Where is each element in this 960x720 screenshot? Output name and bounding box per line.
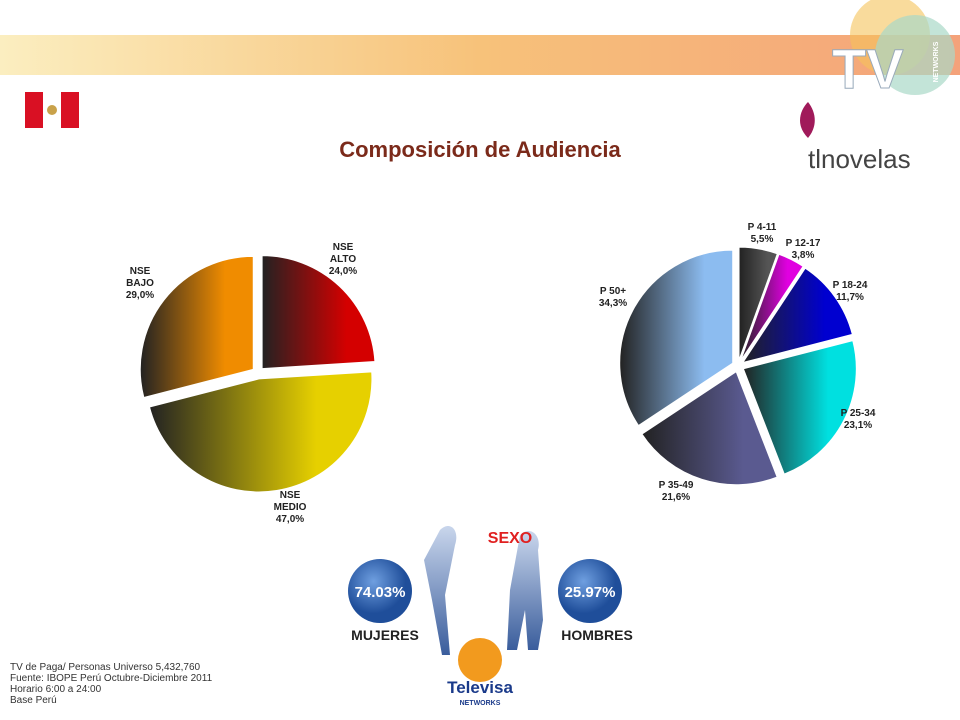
man-silhouette [507,530,543,650]
mujeres-label: MUJERES [351,627,419,643]
pie-slice [261,255,376,370]
pie-slice [742,340,857,475]
slice-category: P 4-11 [747,222,777,233]
channel-logo-text: tlnovelas [808,144,911,174]
slice-value: 5,5% [750,234,774,245]
flag [61,92,79,128]
pie-slice [619,249,734,427]
slice-category: P 18-24 [832,280,868,291]
channel-logo [800,102,815,138]
pie-slice [641,370,778,486]
pie-slice [741,267,853,364]
pie-slice [139,255,254,399]
slice-value: 11,7% [836,292,864,303]
tv-logo-sub: NETWORKS [933,41,940,82]
mujeres-bubble [348,559,412,623]
slice-category: P 35-49 [658,480,694,491]
flag-emblem [47,105,57,115]
footer-line: TV de Paga/ Personas Universo 5,432,760 [10,662,201,673]
banner [0,35,960,75]
sexo-title: SEXO [488,530,532,547]
slice-category: P 50+ [599,286,627,297]
footer-line: Horario 6:00 a 24:00 [10,684,102,695]
slice-category: P 25-34 [840,408,876,419]
televisa-text: Televisa [447,678,513,697]
tv-logo: TV [832,37,904,100]
pie-slice [148,371,373,493]
slide-title: Composición de Audiencia [339,137,621,162]
footer-line: Fuente: IBOPE Perú Octubre-Diciembre 201… [10,673,213,684]
slice-value: 21,6% [661,492,691,503]
slice-value: 3,8% [791,250,815,261]
slice-value: 29,0% [125,290,155,301]
televisa-sub: NETWORKS [460,700,501,707]
logo-circle [875,15,955,95]
slice-category: NSE MEDIO [273,490,307,513]
slice-category: P 12-17 [785,238,821,249]
pie-slice [740,253,804,361]
slice-value: 24,0% [328,266,358,277]
footer-line: Base Perú [10,695,57,706]
slice-value: 47,0% [275,514,305,525]
slice-value: 23,1% [843,420,873,431]
woman-silhouette [424,525,457,655]
slice-value: 34,3% [598,298,628,309]
slice-category: NSE BAJO [126,266,154,289]
mujeres-value: 74.03% [355,584,406,601]
flag [25,92,43,128]
televisa-logo [458,638,502,682]
pie-slice [738,246,778,361]
slice-category: NSE ALTO [329,242,357,265]
hombres-bubble [558,559,622,623]
hombres-value: 25.97% [565,584,616,601]
hombres-label: HOMBRES [561,627,633,643]
